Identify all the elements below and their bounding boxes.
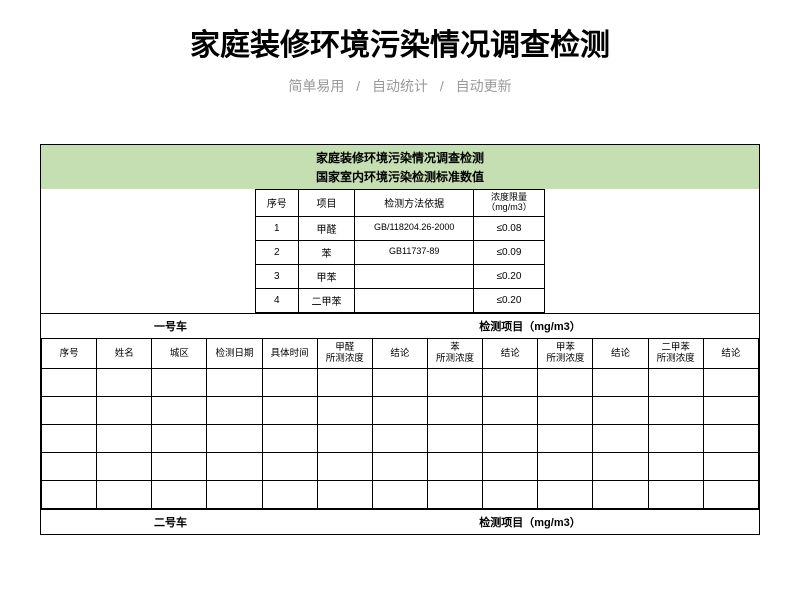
subtitle-part: 简单易用 <box>288 78 344 94</box>
col-no: 序号 <box>256 190 299 217</box>
cell-method <box>355 288 473 312</box>
col-no: 序号 <box>42 338 97 368</box>
col-jiaben: 甲苯所测浓度 <box>538 338 593 368</box>
cell-limit: ≤0.20 <box>473 264 544 288</box>
cell-method: GB11737-89 <box>355 240 473 264</box>
col-conclusion: 结论 <box>483 338 538 368</box>
page-title: 家庭装修环境污染情况调查检测 <box>0 0 800 76</box>
standards-row: 2 苯 GB11737-89 ≤0.09 <box>256 240 545 264</box>
col-conclusion: 结论 <box>703 338 758 368</box>
cell-item: 甲醛 <box>298 216 355 240</box>
col-district: 城区 <box>152 338 207 368</box>
cell-item: 甲苯 <box>298 264 355 288</box>
cell-no: 2 <box>256 240 299 264</box>
cell-item: 苯 <box>298 240 355 264</box>
cell-no: 3 <box>256 264 299 288</box>
cell-limit: ≤0.09 <box>473 240 544 264</box>
detail-table-1: 序号 姓名 城区 检测日期 具体时间 甲醛所测浓度 结论 苯所测浓度 结论 甲苯… <box>41 338 759 509</box>
standards-table-wrapper: 序号 项目 检测方法依据 浓度限量（mg/m3） 1 甲醛 GB/118204.… <box>41 189 759 313</box>
cell-no: 4 <box>256 288 299 312</box>
standards-row: 4 二甲苯 ≤0.20 <box>256 288 545 312</box>
col-conclusion: 结论 <box>372 338 427 368</box>
subtitle-part: 自动统计 <box>372 78 428 94</box>
section-1-left: 一号车 <box>41 314 301 338</box>
standards-row: 1 甲醛 GB/118204.26-2000 ≤0.08 <box>256 216 545 240</box>
subtitle-part: 自动更新 <box>456 78 512 94</box>
col-erjiaben: 二甲苯所测浓度 <box>648 338 703 368</box>
col-time: 具体时间 <box>262 338 317 368</box>
col-date: 检测日期 <box>207 338 262 368</box>
section-2-left: 二号车 <box>41 510 301 534</box>
table-title-banner: 家庭装修环境污染情况调查检测 国家室内环境污染检测标准数值 <box>41 145 759 189</box>
cell-limit: ≤0.20 <box>473 288 544 312</box>
cell-item: 二甲苯 <box>298 288 355 312</box>
col-item: 项目 <box>298 190 355 217</box>
col-name: 姓名 <box>97 338 152 368</box>
detail-header-row: 序号 姓名 城区 检测日期 具体时间 甲醛所测浓度 结论 苯所测浓度 结论 甲苯… <box>42 338 759 368</box>
section-header-1: 一号车 检测项目（mg/m3） <box>41 313 759 338</box>
standards-table: 序号 项目 检测方法依据 浓度限量（mg/m3） 1 甲醛 GB/118204.… <box>255 189 545 313</box>
section-2-right: 检测项目（mg/m3） <box>301 510 759 534</box>
detail-row <box>42 452 759 480</box>
cell-limit: ≤0.08 <box>473 216 544 240</box>
cell-method: GB/118204.26-2000 <box>355 216 473 240</box>
subtitle-separator: / <box>356 78 360 94</box>
col-limit: 浓度限量（mg/m3） <box>473 190 544 217</box>
col-method: 检测方法依据 <box>355 190 473 217</box>
banner-line-2: 国家室内环境污染检测标准数值 <box>41 168 759 189</box>
standards-row: 3 甲苯 ≤0.20 <box>256 264 545 288</box>
detail-row <box>42 396 759 424</box>
page-subtitle: 简单易用 / 自动统计 / 自动更新 <box>0 76 800 144</box>
section-header-2: 二号车 检测项目（mg/m3） <box>41 509 759 534</box>
standards-header-row: 序号 项目 检测方法依据 浓度限量（mg/m3） <box>256 190 545 217</box>
cell-no: 1 <box>256 216 299 240</box>
col-ben: 苯所测浓度 <box>427 338 482 368</box>
spreadsheet-table: 家庭装修环境污染情况调查检测 国家室内环境污染检测标准数值 序号 项目 检测方法… <box>40 144 760 535</box>
banner-line-1: 家庭装修环境污染情况调查检测 <box>41 145 759 168</box>
col-jiaquan: 甲醛所测浓度 <box>317 338 372 368</box>
section-1-right: 检测项目（mg/m3） <box>301 314 759 338</box>
cell-method <box>355 264 473 288</box>
col-conclusion: 结论 <box>593 338 648 368</box>
detail-row <box>42 368 759 396</box>
detail-row <box>42 480 759 508</box>
detail-row <box>42 424 759 452</box>
subtitle-separator: / <box>440 78 444 94</box>
